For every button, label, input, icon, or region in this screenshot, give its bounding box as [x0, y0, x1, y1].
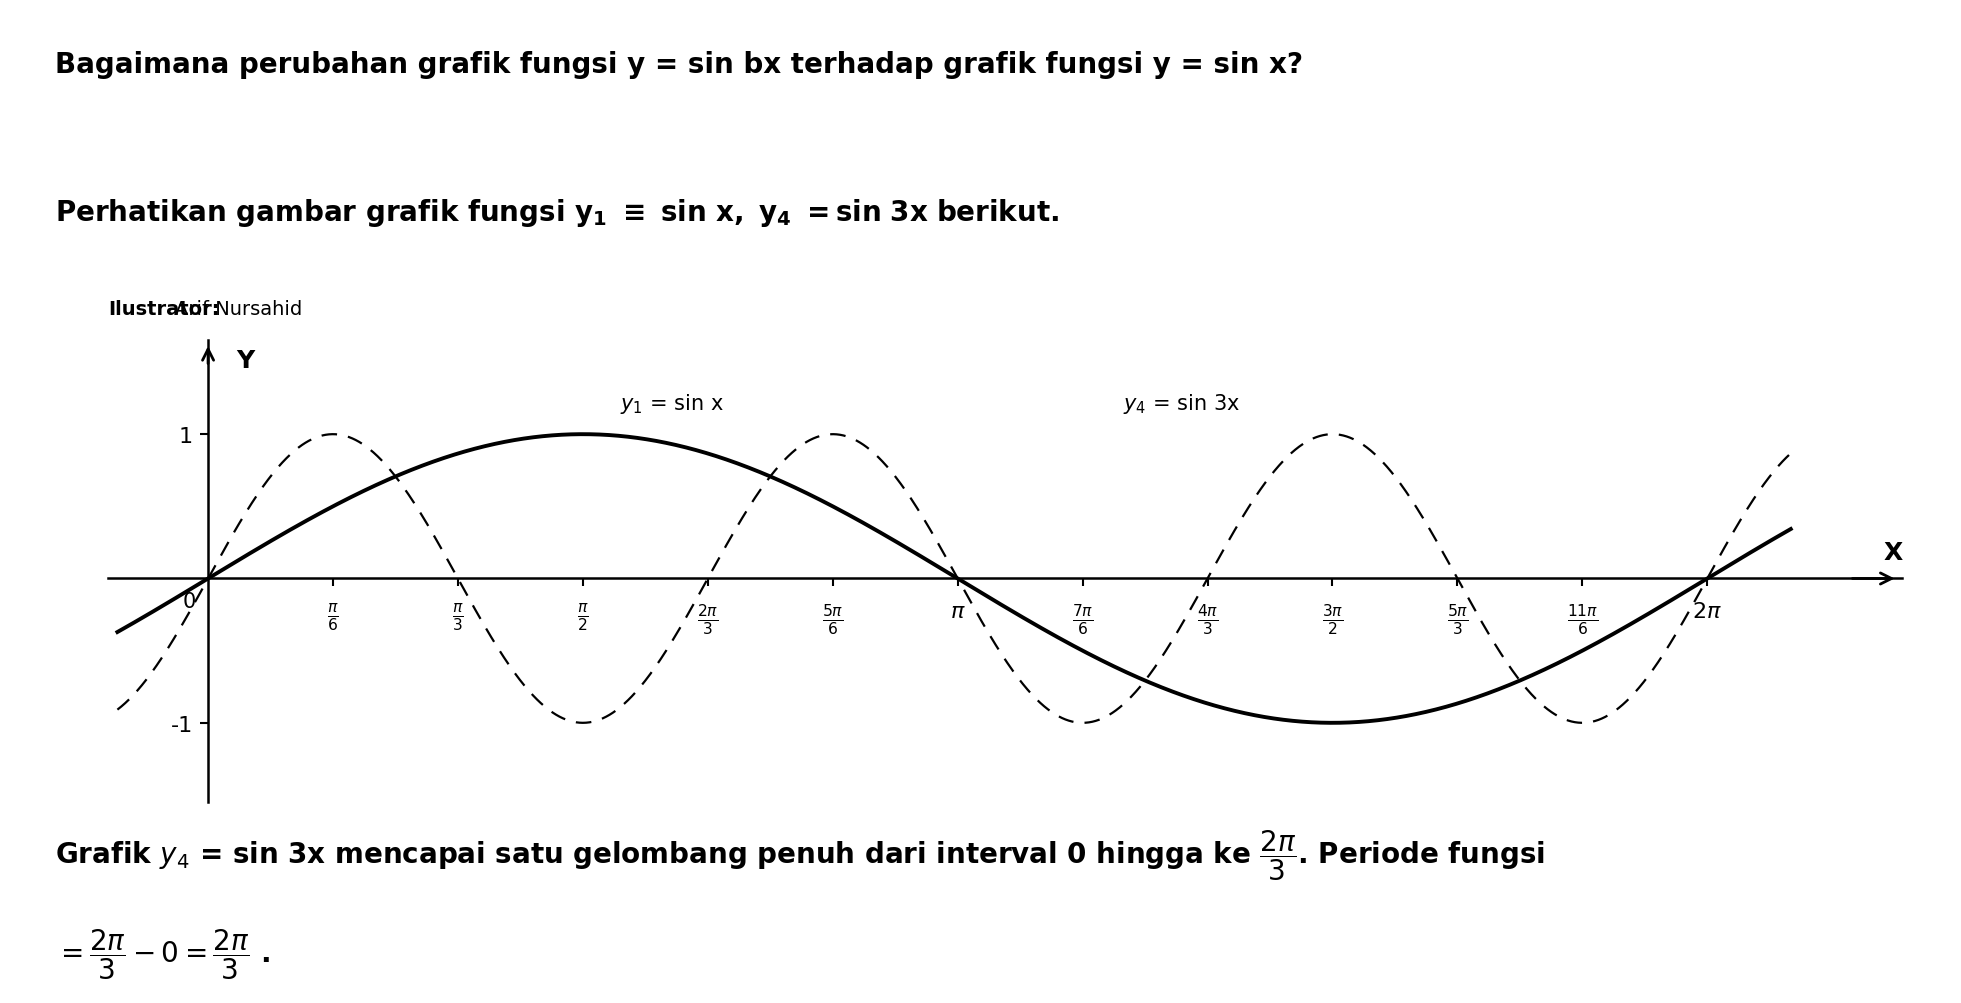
Text: Arif Nursahid: Arif Nursahid: [175, 300, 302, 319]
Text: $y_1$ = sin x: $y_1$ = sin x: [620, 392, 724, 416]
Text: 0: 0: [182, 592, 196, 612]
Text: X: X: [1883, 541, 1902, 565]
Text: Perhatikan gambar grafik fungsi $\mathbf{y_1}$ $\mathbf{\equiv}$ $\mathbf{sin\ x: Perhatikan gambar grafik fungsi $\mathbf…: [55, 197, 1059, 229]
Text: $= \dfrac{2\pi}{3} - 0 = \dfrac{2\pi}{3}$ .: $= \dfrac{2\pi}{3} - 0 = \dfrac{2\pi}{3}…: [55, 927, 271, 981]
Text: Ilustrator:: Ilustrator:: [108, 300, 220, 319]
Text: Bagaimana perubahan grafik fungsi y = sin bx terhadap grafik fungsi y = sin x?: Bagaimana perubahan grafik fungsi y = si…: [55, 50, 1302, 78]
Text: Y: Y: [237, 348, 255, 372]
Text: Grafik $y_4$ = sin 3x mencapai satu gelombang penuh dari interval 0 hingga ke $\: Grafik $y_4$ = sin 3x mencapai satu gelo…: [55, 827, 1545, 883]
Text: $y_4$ = sin 3x: $y_4$ = sin 3x: [1122, 392, 1239, 416]
